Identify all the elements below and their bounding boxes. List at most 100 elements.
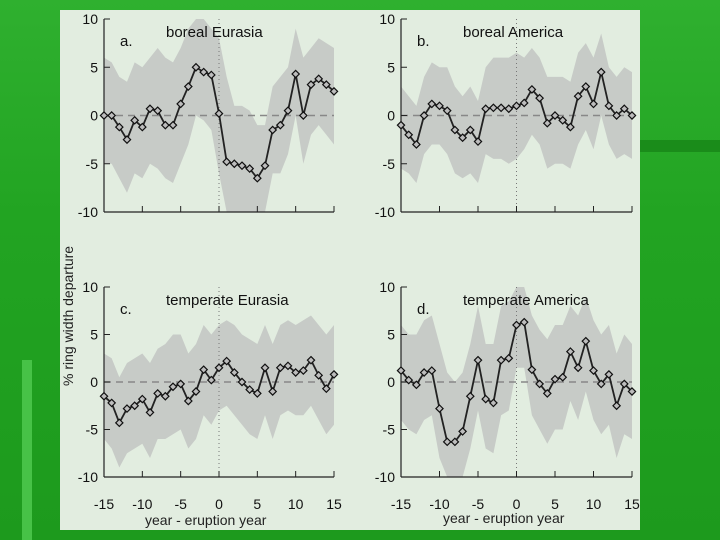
data-point	[160, 391, 170, 401]
data-point	[252, 173, 262, 183]
data-point	[245, 385, 255, 395]
data-point	[191, 387, 201, 396]
panel-title: boreal America	[463, 24, 564, 41]
data-point	[404, 130, 414, 140]
data-point	[481, 104, 491, 114]
data-point	[589, 99, 598, 109]
data-point	[183, 396, 193, 406]
data-point	[565, 347, 575, 357]
data-point	[589, 366, 598, 376]
data-point	[229, 159, 239, 169]
data-point	[298, 111, 308, 120]
data-point	[488, 398, 498, 408]
y-tick-label: -5	[383, 156, 396, 172]
data-point	[627, 387, 637, 396]
data-point	[268, 387, 278, 396]
data-point	[427, 366, 437, 376]
data-point	[237, 377, 247, 387]
data-point	[137, 122, 147, 132]
chart-panel-4: 10 5 0 -5 -10 -15 -10 -5 0 5 10 15 d. temperate Ameri…	[375, 279, 640, 512]
data-point	[450, 437, 460, 447]
data-point	[512, 101, 521, 111]
y-tick-label: -10	[375, 204, 395, 220]
y-tick-label: 5	[90, 59, 98, 75]
data-point	[283, 106, 293, 116]
x-tick-label: -10	[429, 496, 449, 512]
data-point	[314, 370, 324, 380]
data-point	[176, 379, 186, 389]
data-point	[573, 363, 583, 373]
data-point	[130, 115, 140, 125]
data-point	[306, 80, 316, 90]
data-point	[275, 363, 285, 373]
data-point	[160, 120, 170, 130]
x-tick-label: 5	[253, 496, 261, 512]
data-point	[145, 407, 155, 417]
chart-panel-3: 10 5 0 -5 -10 -15 -10 -5 0 5 10 15 c. temperate Euras…	[78, 279, 342, 512]
y-tick-label: -5	[86, 156, 99, 172]
data-point	[542, 388, 552, 398]
data-point	[619, 379, 629, 389]
data-point	[99, 111, 109, 120]
data-point	[283, 361, 293, 371]
x-axis-title-left: year - eruption year	[145, 512, 267, 528]
data-point	[329, 86, 339, 96]
data-point	[612, 111, 622, 120]
data-point	[542, 118, 552, 128]
data-point	[481, 394, 491, 404]
data-point	[519, 317, 529, 327]
data-point	[558, 372, 568, 382]
y-tick-label: 0	[387, 374, 395, 390]
data-point	[306, 355, 316, 365]
data-point	[321, 384, 331, 394]
data-point	[153, 106, 163, 116]
data-point	[596, 67, 606, 77]
data-point	[114, 418, 124, 428]
x-tick-label: 10	[288, 496, 304, 512]
data-point	[612, 401, 622, 411]
x-tick-label: -5	[472, 496, 485, 512]
data-point	[268, 125, 278, 135]
data-point	[527, 365, 537, 375]
y-tick-label: -5	[86, 422, 99, 438]
data-point	[222, 356, 232, 366]
data-point	[473, 355, 483, 365]
data-point	[99, 391, 109, 401]
data-point	[176, 99, 186, 109]
data-point	[145, 104, 155, 114]
data-point	[404, 375, 414, 385]
y-tick-label: 5	[90, 327, 98, 343]
data-point	[229, 368, 239, 377]
data-point	[199, 67, 209, 77]
panel-letter: c.	[120, 301, 132, 318]
data-point	[565, 122, 575, 132]
decorative-bar-left	[22, 360, 32, 540]
data-point	[496, 103, 506, 113]
data-point	[260, 363, 270, 373]
x-tick-label: 15	[326, 496, 342, 512]
data-point	[627, 111, 637, 120]
data-point	[107, 111, 117, 120]
x-tick-label: -10	[132, 496, 152, 512]
data-point	[214, 363, 224, 373]
data-point	[114, 122, 124, 132]
chart-panel-1: 10 5 0 -5 -10 a. boreal Eurasia	[78, 11, 339, 220]
data-point	[411, 140, 421, 149]
data-point	[442, 106, 452, 116]
data-point	[581, 82, 591, 91]
data-point	[191, 62, 201, 72]
data-point	[168, 382, 178, 392]
data-point	[496, 355, 506, 365]
data-point	[573, 91, 583, 101]
y-tick-label: 10	[379, 11, 395, 27]
data-point	[435, 101, 444, 111]
confidence-band	[401, 287, 632, 477]
data-point	[550, 111, 560, 120]
data-point	[291, 368, 301, 377]
data-point	[465, 391, 475, 401]
panel-letter: b.	[417, 33, 430, 50]
y-tick-label: -10	[375, 469, 395, 485]
y-tick-label: 10	[82, 279, 98, 295]
data-point	[206, 375, 216, 385]
